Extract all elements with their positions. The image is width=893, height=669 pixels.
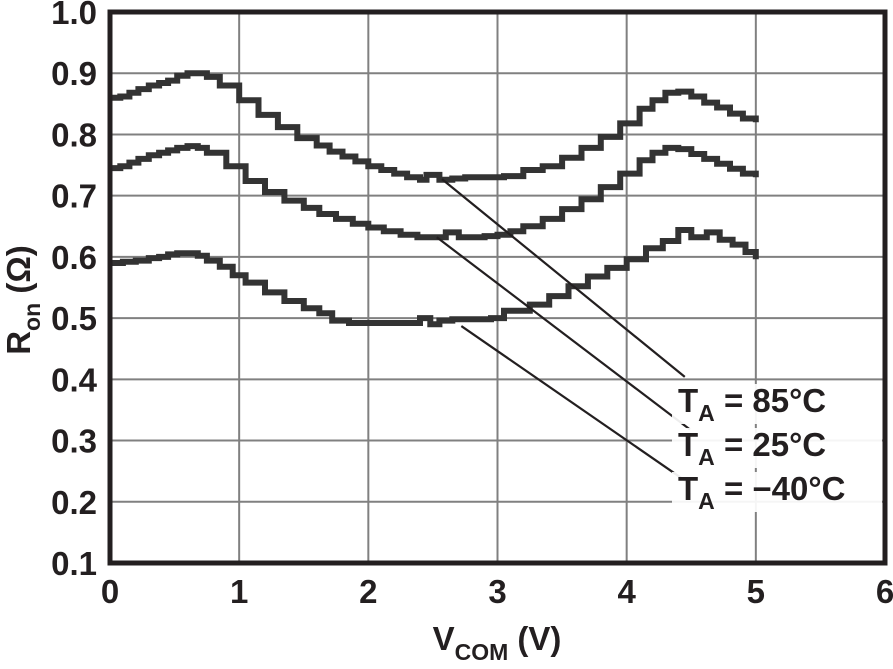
annotation-symbol: T xyxy=(678,426,698,463)
x-tick-label: 3 xyxy=(488,573,506,610)
series-line-1 xyxy=(110,143,759,241)
annotation-text: TA = 85°C xyxy=(678,382,826,426)
x-tick-label: 1 xyxy=(230,573,248,610)
annotation-label-backdrop xyxy=(672,384,882,424)
annotation-label-2: TA = −40°C xyxy=(672,470,882,514)
y-tick-label: 0.4 xyxy=(51,361,98,398)
annotation-subscript: A xyxy=(698,400,715,426)
annotation-value: = 85°C xyxy=(715,382,826,419)
y-axis-title-subscript: on xyxy=(19,303,45,331)
x-axis-title-main: V xyxy=(433,620,455,657)
y-tick-label: 0.3 xyxy=(51,423,97,460)
annotation-label-1: TA = 25°C xyxy=(672,426,882,470)
x-tick-label: 4 xyxy=(617,573,636,610)
annotation-label-backdrop xyxy=(672,428,882,468)
x-tick-label: 5 xyxy=(747,573,765,610)
plot-frame xyxy=(107,9,888,566)
x-axis-title-unit: (V) xyxy=(508,620,561,657)
leader-line-2 xyxy=(460,325,689,484)
annotation-label-backdrop xyxy=(672,472,882,512)
svg-text:VCOM (V): VCOM (V) xyxy=(433,620,562,665)
x-tick-label: 0 xyxy=(101,573,119,610)
y-tick-label: 1.0 xyxy=(51,0,97,31)
svg-text:Ron (Ω): Ron (Ω) xyxy=(0,245,45,355)
y-tick-label: 0.5 xyxy=(51,300,97,337)
leader-line-1 xyxy=(436,236,691,431)
annotation-value: = −40°C xyxy=(715,470,846,507)
y-axis-tick-labels: 0.1 0.2 0.3 0.4 0.5 0.6 0.7 0.8 0.9 1.0 xyxy=(51,0,98,582)
x-tick-label: 6 xyxy=(876,573,893,610)
series-annotations: TA = 85°CTA = 25°CTA = −40°C xyxy=(672,382,882,514)
y-tick-label: 0.7 xyxy=(51,178,97,215)
annotation-label-0: TA = 85°C xyxy=(672,382,882,426)
y-tick-label: 0.9 xyxy=(51,55,97,92)
annotation-symbol: T xyxy=(678,470,698,507)
y-tick-label: 0.1 xyxy=(51,545,97,582)
annotation-text: TA = −40°C xyxy=(678,470,845,514)
x-axis-tick-labels: 0 1 2 3 4 5 6 xyxy=(101,573,893,610)
series-line-2 xyxy=(110,227,759,328)
annotation-subscript: A xyxy=(698,488,715,514)
x-axis-title: VCOM (V) xyxy=(433,620,562,665)
annotation-text: TA = 25°C xyxy=(678,426,826,470)
series-line-0 xyxy=(110,70,759,183)
x-axis-title-subscript: COM xyxy=(455,639,509,665)
y-axis-title-unit: (Ω) xyxy=(0,245,37,303)
y-tick-label: 0.8 xyxy=(51,116,97,153)
annotation-symbol: T xyxy=(678,382,698,419)
annotation-leader-lines xyxy=(436,178,691,484)
x-tick-label: 2 xyxy=(359,573,377,610)
y-axis-title: Ron (Ω) xyxy=(0,245,45,355)
annotation-subscript: A xyxy=(698,444,715,470)
annotation-value: = 25°C xyxy=(715,426,826,463)
y-axis-title-main: R xyxy=(0,331,37,355)
data-series-group xyxy=(110,70,759,328)
leader-line-0 xyxy=(441,178,686,378)
y-tick-label: 0.2 xyxy=(51,484,97,521)
y-tick-label: 0.6 xyxy=(51,239,97,276)
